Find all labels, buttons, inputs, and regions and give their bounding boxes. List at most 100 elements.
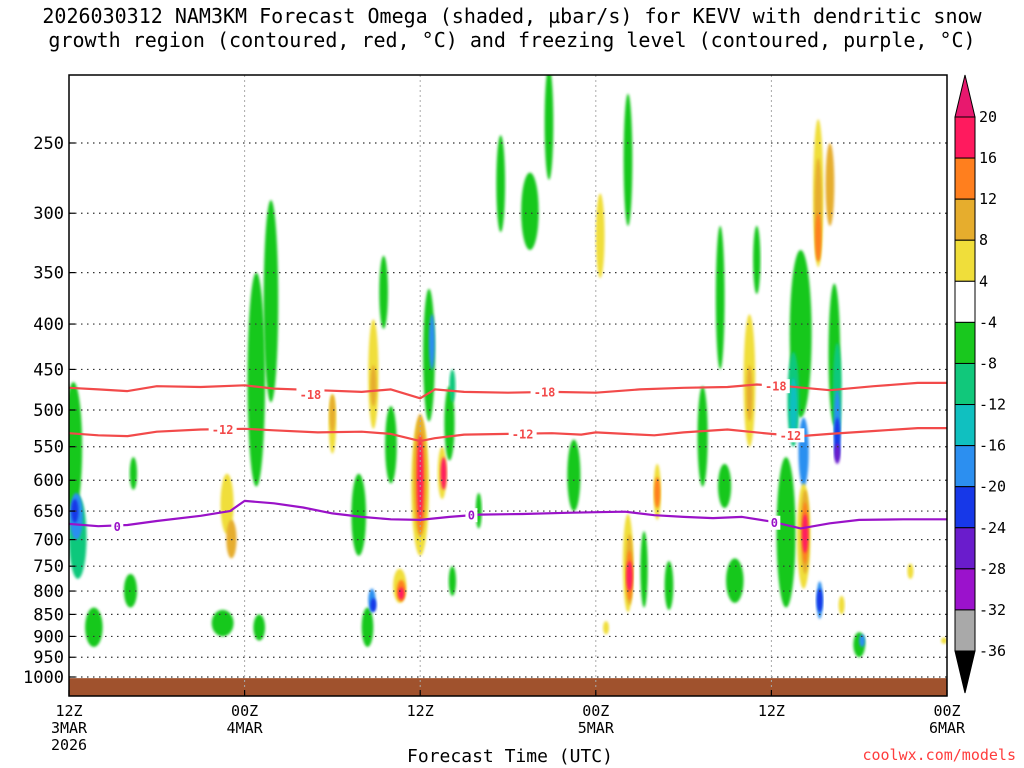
colorbar-swatch [954, 157, 976, 200]
contour-label: -12 [512, 427, 534, 441]
terrain-surface [69, 678, 947, 696]
contour-label-bg [776, 428, 805, 443]
colorbar-bottom-arrow [954, 650, 976, 694]
omega-region [85, 607, 103, 647]
omega-region [816, 588, 823, 613]
colorbar-tick-label: -24 [979, 519, 1006, 537]
contour-label-bg [208, 422, 237, 437]
x-tick-label: 3MAR [51, 719, 88, 737]
x-tick-label: 2026 [51, 736, 87, 754]
colorbar-tick-label: -4 [979, 313, 997, 331]
chart-title: 2026030312 NAM3KM Forecast Omega (shaded… [0, 4, 1024, 52]
omega-region [449, 369, 456, 403]
x-tick-label: 00Z [231, 702, 258, 720]
contour-label-bg [111, 519, 124, 534]
colorbar-swatch [954, 239, 976, 282]
colorbar-tick-label: 12 [979, 190, 997, 208]
colorbar-swatch [954, 362, 976, 406]
omega-region [776, 457, 796, 608]
omega-region [361, 607, 374, 647]
y-tick-label: 450 [33, 360, 64, 380]
omega-region [595, 193, 605, 279]
colorbar-tick-label: 20 [979, 108, 997, 126]
omega-region [220, 473, 234, 535]
colorbar-swatch [954, 445, 976, 488]
y-tick-label: 400 [33, 315, 64, 335]
omega-shading [69, 75, 947, 696]
omega-region [623, 93, 633, 226]
contour-label: -18 [765, 380, 787, 394]
colorbar-swatch [954, 404, 976, 447]
omega-region [726, 558, 744, 603]
y-tick-label: 800 [33, 582, 64, 602]
omega-region [263, 200, 279, 403]
colorbar-swatch [954, 280, 976, 323]
x-tick-label: 5MAR [578, 719, 615, 737]
omega-region [440, 457, 447, 490]
omega-region [253, 614, 266, 641]
contour-label-bg [768, 515, 781, 530]
omega-region [521, 172, 539, 250]
omega-region [815, 213, 822, 262]
colorbar-tick-label: -8 [979, 354, 997, 372]
omega-region [603, 621, 610, 635]
contour-line [69, 499, 947, 530]
omega-region [448, 566, 457, 596]
omega-region [654, 477, 661, 509]
y-tick-label: 550 [33, 438, 64, 458]
omega-region [664, 561, 674, 610]
contour-label: 0 [468, 509, 475, 523]
y-tick-label: 600 [33, 471, 64, 491]
title-line-1: 2026030312 NAM3KM Forecast Omega (shaded… [42, 4, 982, 28]
omega-region [211, 609, 234, 637]
colorbar: 20 16 12 8 4 -4 -8 -12 -16 -20 -24 -28 -32 -36 [954, 74, 1006, 694]
contour-label: -12 [780, 429, 802, 443]
colorbar-tick-label: -16 [979, 437, 1006, 455]
omega-region [351, 473, 367, 556]
contour-label: -18 [534, 385, 556, 399]
colorbar-swatch [954, 321, 976, 364]
contour-label-bg [465, 508, 478, 523]
colorbar-tick-label: 8 [979, 231, 988, 249]
y-tick-label: 850 [33, 605, 64, 625]
contour-label: 0 [771, 516, 778, 530]
omega-region [715, 225, 725, 370]
y-axis-pressure: 2503003504004505005506006507007508008509… [23, 134, 75, 688]
contour-labels: -18 -18 -18 -12 -12 -12 0 0 0 [111, 379, 805, 534]
site-credit[interactable]: coolwx.com/models [862, 746, 1016, 764]
x-tick-label: 12Z [55, 702, 82, 720]
omega-region [444, 386, 455, 461]
colorbar-tick-label: -36 [979, 642, 1006, 660]
y-tick-label: 700 [33, 531, 64, 551]
colorbar-tick-label: -32 [979, 601, 1006, 619]
x-axis-label: Forecast Time (UTC) [407, 746, 613, 767]
omega-region [496, 135, 506, 233]
omega-region [544, 75, 554, 180]
colorbar-tick-label: -12 [979, 396, 1006, 414]
y-tick-label: 350 [33, 264, 64, 284]
omega-region [379, 255, 389, 329]
colorbar-swatch [954, 609, 976, 652]
omega-region [753, 225, 761, 295]
colorbar-tick-label: -28 [979, 560, 1006, 578]
omega-region [370, 598, 377, 613]
contour-label: -12 [212, 423, 234, 437]
x-tick-label: 12Z [758, 702, 785, 720]
plot-frame [68, 74, 948, 697]
x-tick-label: 4MAR [227, 719, 264, 737]
y-tick-label: 950 [33, 648, 64, 668]
omega-region [941, 637, 947, 644]
title-line-2: growth region (contoured, red, °C) and f… [48, 28, 976, 52]
colorbar-swatch [954, 116, 976, 159]
contour-label-bg [508, 426, 537, 441]
colorbar-swatch [954, 486, 976, 529]
omega-region [626, 561, 633, 592]
y-tick-label: 750 [33, 557, 64, 577]
x-tick-label: 00Z [933, 702, 960, 720]
omega-region [129, 457, 138, 490]
y-tick-label: 250 [33, 134, 64, 154]
y-tick-label: 900 [33, 627, 64, 647]
x-tick-label: 6MAR [929, 719, 966, 737]
omega-region [640, 531, 648, 608]
colorbar-tick-label: 16 [979, 149, 997, 167]
